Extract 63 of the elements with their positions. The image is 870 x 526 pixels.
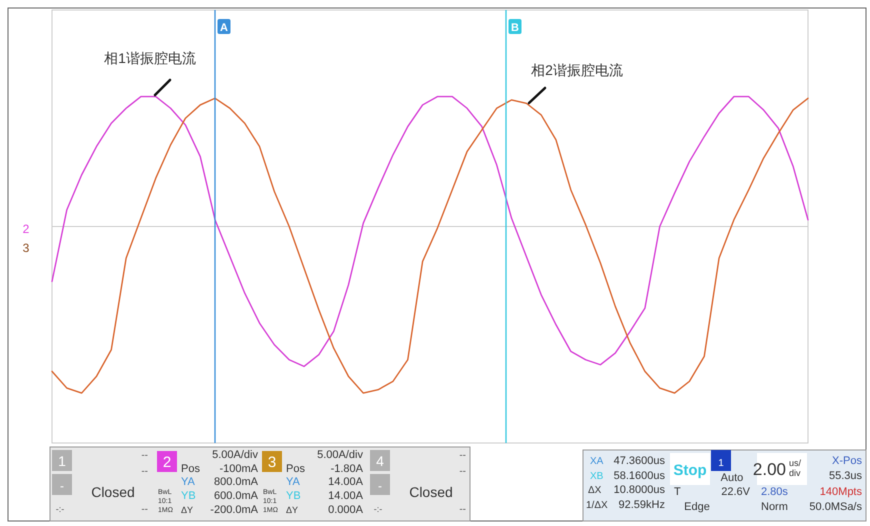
text: -- [459, 504, 466, 515]
text: Closed [409, 484, 453, 500]
text: 1 [718, 458, 724, 469]
text: XA [590, 456, 604, 467]
text: 22.6V [721, 486, 751, 498]
text: Pos [181, 463, 200, 475]
text: 相1谐振腔电流 [104, 50, 196, 66]
text: XB [590, 471, 604, 482]
text: Norm [761, 501, 788, 513]
text: -- [459, 450, 466, 461]
text: -- [141, 504, 148, 515]
text: 50.0MSa/s [809, 501, 862, 513]
text: 47.3600us [614, 455, 666, 467]
text: -:- [56, 504, 64, 514]
text: A [220, 22, 228, 34]
text: 2 [22, 222, 30, 236]
text: 5.00A/div [317, 449, 364, 461]
text: 600.0mA [214, 490, 259, 502]
text: 2.80s [761, 486, 788, 498]
text: 相2谐振腔电流 [531, 62, 623, 78]
text: us/ [789, 458, 802, 468]
text: Pos [286, 463, 306, 475]
text: Stop [673, 462, 707, 479]
text: 800.0mA [214, 476, 259, 488]
text: 14.00A [328, 490, 364, 502]
text: 3 [22, 241, 30, 255]
text: Edge [684, 501, 710, 513]
text: 4 [376, 453, 384, 469]
text: -:- [374, 504, 382, 514]
text: -- [141, 466, 148, 477]
text: 3 [268, 454, 276, 471]
text: -200.0mA [210, 504, 259, 516]
text: Auto [720, 472, 744, 484]
text: 1 [58, 453, 66, 469]
text: 14.00A [328, 476, 364, 488]
text: Closed [91, 484, 135, 500]
text: - [378, 479, 382, 493]
text: YB [286, 490, 301, 502]
text: 1/ΔX [586, 500, 608, 511]
text: 92.59kHz [618, 499, 665, 511]
text: 55.3us [828, 470, 862, 482]
text: 2.00 [752, 460, 786, 479]
text: 10.8000us [614, 484, 666, 496]
text: ΔX [588, 485, 602, 496]
text: 140Mpts [820, 486, 862, 498]
text: - [60, 479, 64, 493]
text: div [789, 468, 802, 478]
text: X-Pos [832, 455, 862, 467]
text: T [674, 486, 681, 498]
text: YA [181, 476, 196, 488]
text: YB [181, 490, 196, 502]
text: ΔY [181, 505, 194, 515]
text: B [511, 22, 520, 34]
text: ΔY [286, 505, 298, 515]
text: -100mA [219, 463, 259, 475]
text: YA [286, 476, 301, 488]
text: 5.00A/div [212, 449, 258, 461]
text: -1.80A [330, 463, 364, 475]
text: 58.1600us [614, 470, 666, 482]
text: 0.000A [328, 504, 364, 516]
text: 2 [162, 454, 172, 471]
text: -- [141, 450, 148, 461]
text: -- [459, 466, 466, 477]
